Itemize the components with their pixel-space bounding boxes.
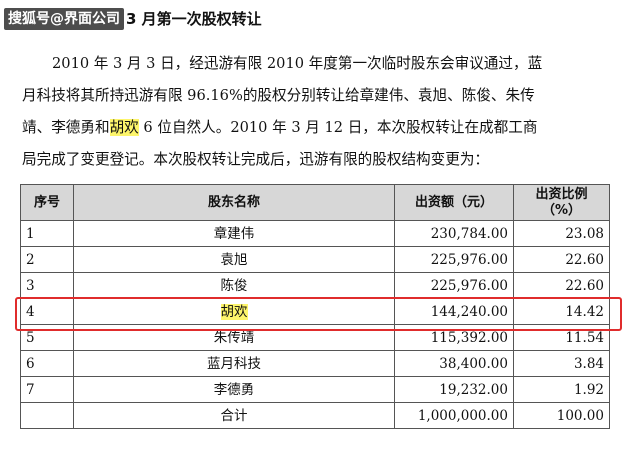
cell-no: 1 (20, 220, 74, 247)
paragraph-line: 月科技将其所持迅游有限 96.16%的股权分别转让给章建伟、袁旭、陈俊、朱传 (22, 87, 535, 104)
header-no: 序号 (20, 184, 74, 221)
highlighted-name: 胡欢 (109, 119, 139, 136)
cell-name: 陈俊 (73, 272, 395, 299)
cell-amount: 115,392.00 (394, 324, 514, 351)
cell-amount: 225,976.00 (394, 246, 514, 273)
cell-name: 胡欢 (73, 298, 395, 325)
cell-no: 6 (20, 350, 74, 377)
body-paragraph: 2010 年 3 月 3 日，经迅游有限 2010 年度第一次临时股东会审议通过… (22, 48, 622, 176)
cell-name: 章建伟 (73, 220, 395, 247)
cell-ratio: 22.60 (513, 272, 610, 299)
header-ratio: 出资比例 （%） (513, 184, 610, 221)
cell-name: 朱传靖 (73, 324, 395, 351)
cell-total-label: 合计 (73, 402, 395, 429)
header-ratio-line1: 出资比例 (535, 186, 588, 202)
table-header-row: 序号 股东名称 出资额（元） 出资比例 （%） (20, 184, 610, 221)
highlighted-name: 胡欢 (220, 303, 248, 320)
cell-ratio: 22.60 (513, 246, 610, 273)
watermark: 搜狐号@界面公司 (4, 7, 124, 30)
cell-ratio: 14.42 (513, 298, 610, 325)
table-row-highlighted: 4 胡欢 144,240.00 14.42 (20, 298, 610, 325)
table-row: 3 陈俊 225,976.00 22.60 (20, 272, 610, 299)
cell-ratio: 1.92 (513, 376, 610, 403)
cell-ratio: 23.08 (513, 220, 610, 247)
paragraph-text: 靖、李德勇和 (22, 119, 110, 136)
header-ratio-line2: （%） (541, 202, 582, 218)
cell-ratio: 3.84 (513, 350, 610, 377)
header-amount: 出资额（元） (394, 184, 514, 221)
heading-title: 3 月第一次股权转让 (126, 9, 262, 28)
table-row: 5 朱传靖 115,392.00 11.54 (20, 324, 610, 351)
equity-structure-table: 序号 股东名称 出资额（元） 出资比例 （%） 1 章建伟 230,784.00 … (20, 184, 610, 429)
cell-name: 蓝月科技 (73, 350, 395, 377)
paragraph-line: 靖、李德勇和胡欢 6 位自然人。2010 年 3 月 12 日，本次股权转让在成… (22, 112, 622, 144)
cell-no: 5 (20, 324, 74, 351)
table-row: 6 蓝月科技 38,400.00 3.84 (20, 350, 610, 377)
paragraph-line: 局完成了变更登记。本次股权转让完成后，迅游有限的股权结构变更为： (22, 151, 490, 168)
cell-amount: 144,240.00 (394, 298, 514, 325)
paragraph-line: 2010 年 3 月 3 日，经迅游有限 2010 年度第一次临时股东会审议通过… (52, 55, 543, 72)
cell-amount: 225,976.00 (394, 272, 514, 299)
red-highlight-box (15, 297, 622, 331)
header-name: 股东名称 (73, 184, 395, 221)
cell-name: 李德勇 (73, 376, 395, 403)
cell-no: 7 (20, 376, 74, 403)
cell-name: 袁旭 (73, 246, 395, 273)
cell-no: 2 (20, 246, 74, 273)
cell-no: 3 (20, 272, 74, 299)
cell-amount: 19,232.00 (394, 376, 514, 403)
cell-amount: 230,784.00 (394, 220, 514, 247)
table-row: 7 李德勇 19,232.00 1.92 (20, 376, 610, 403)
cell-ratio: 11.54 (513, 324, 610, 351)
section-heading: 搜狐号@界面公司 3 月第一次股权转让 (0, 0, 640, 36)
cell-no (20, 402, 74, 429)
table-row: 1 章建伟 230,784.00 23.08 (20, 220, 610, 247)
cell-amount: 38,400.00 (394, 350, 514, 377)
paragraph-text: 6 位自然人。2010 年 3 月 12 日，本次股权转让在成都工商 (138, 119, 538, 136)
table-row: 2 袁旭 225,976.00 22.60 (20, 246, 610, 273)
table-total-row: 合计 1,000,000.00 100.00 (20, 402, 610, 429)
cell-total-amount: 1,000,000.00 (394, 402, 514, 429)
cell-total-ratio: 100.00 (513, 402, 610, 429)
